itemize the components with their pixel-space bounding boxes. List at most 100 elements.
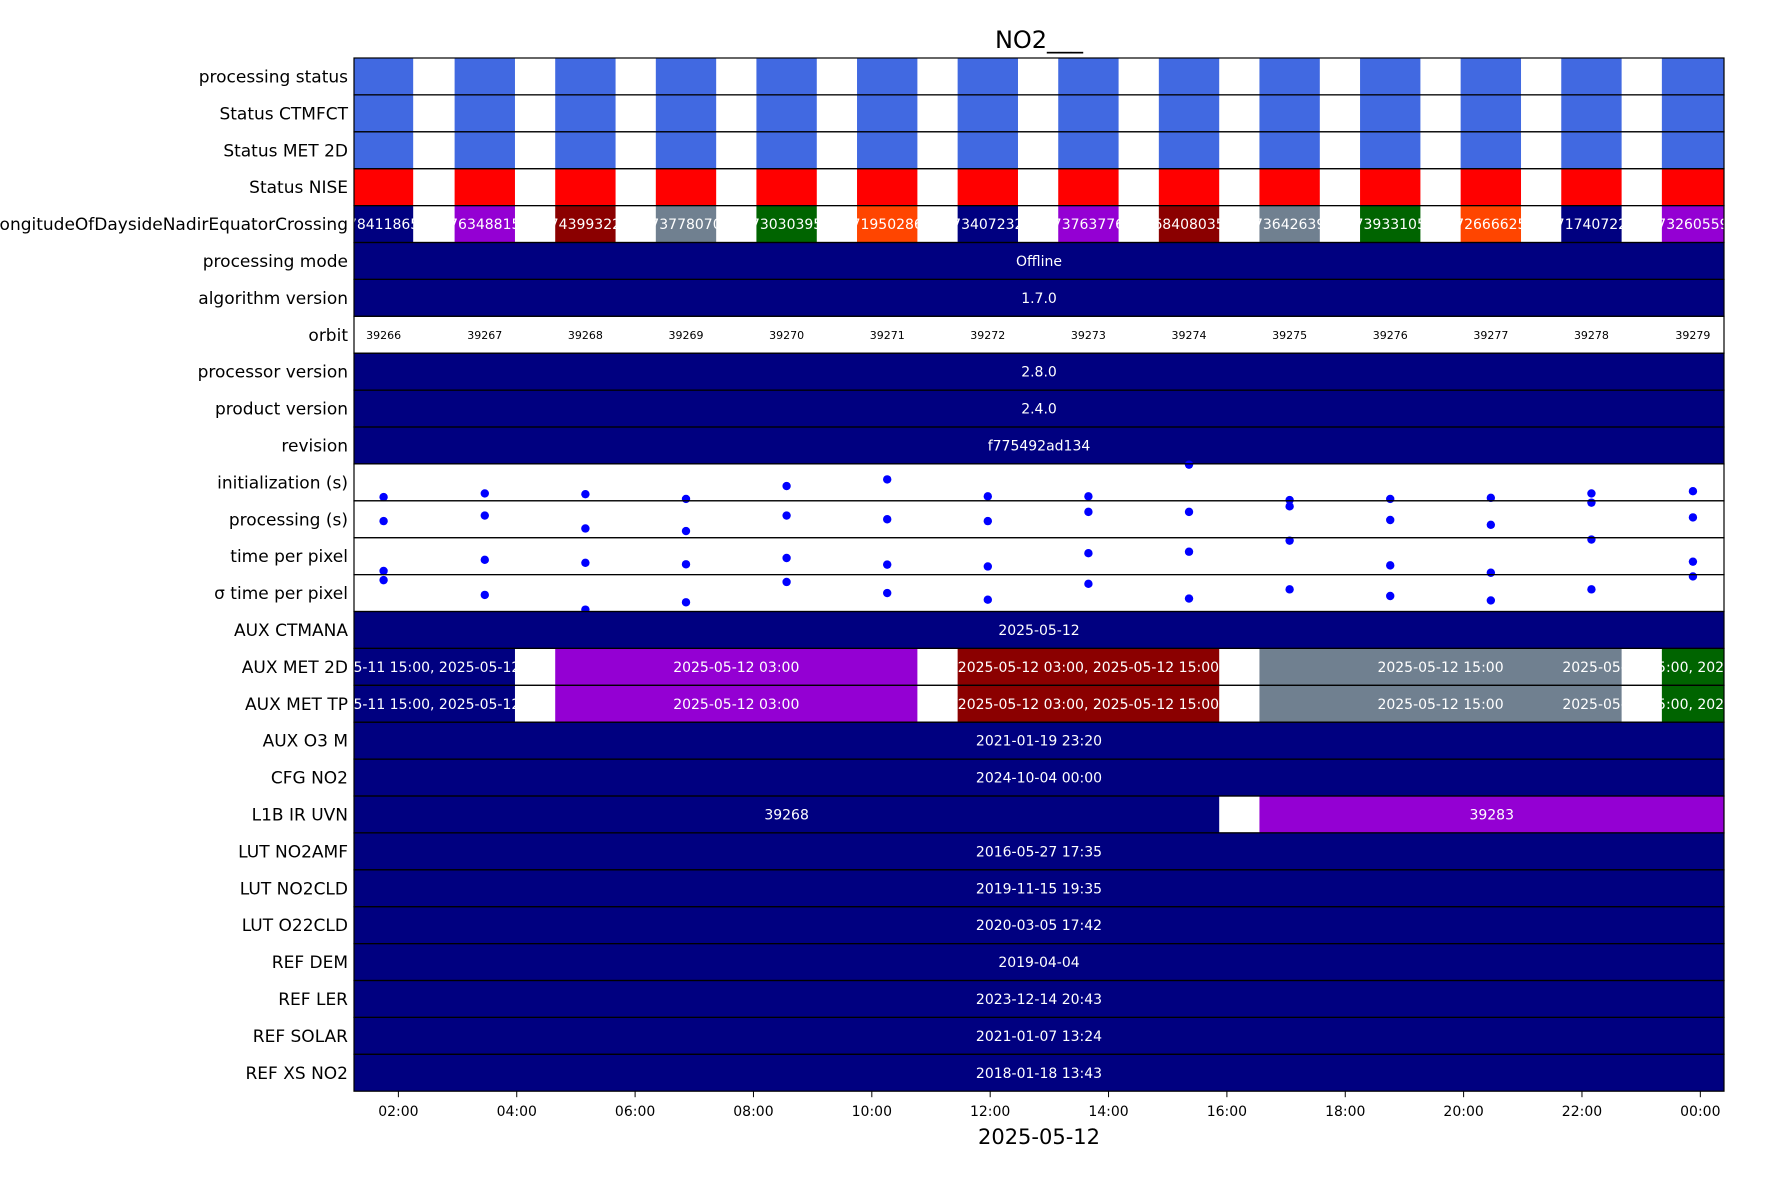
longitude-value: 73933105 [1355, 217, 1426, 233]
data-point [983, 562, 993, 571]
value-label: Offline [1016, 254, 1062, 270]
data-point [1688, 557, 1698, 566]
data-point [883, 560, 892, 569]
row-label: σ time per pixel [214, 584, 348, 604]
row-label: AUX MET 2D [242, 658, 348, 678]
segment-label: 2025-05-12 03:00, 2025-05-12 15:00 [958, 660, 1219, 676]
value-label: 2016-05-27 17:35 [976, 844, 1102, 860]
orbit-number: 39277 [1473, 329, 1508, 342]
longitude-bar [1360, 205, 1421, 243]
longitude-bar [756, 205, 817, 243]
segment-bar [1259, 685, 1622, 723]
row-label: product version [215, 400, 348, 420]
status-bar [1561, 168, 1622, 206]
longitude-bar [1259, 205, 1320, 243]
segment-label: 39268 [764, 807, 809, 823]
value-bar [354, 611, 1724, 649]
x-tick-label: 20:00 [1443, 1104, 1483, 1120]
status-bar [454, 168, 515, 206]
status-bar [756, 168, 817, 206]
x-tick-label: 14:00 [1088, 1104, 1128, 1120]
x-tick-label: 06:00 [615, 1104, 655, 1120]
row-labels: processing status Status CTMFCT Status MET… [0, 67, 349, 1083]
x-tick-label: 22:00 [1562, 1104, 1602, 1120]
x-axis: 02:00 04:00 06:00 08:00 10:00 12:00 14:00 16:00… [378, 1091, 1721, 1120]
row-label: revision [281, 436, 348, 456]
data-point [883, 515, 892, 524]
value-bar [354, 832, 1724, 870]
chart-title: NO2___ [995, 26, 1084, 54]
data-point [480, 489, 489, 498]
status-bar [857, 131, 918, 169]
data-point [883, 475, 892, 484]
status-bar [1158, 131, 1220, 169]
data-point [782, 511, 791, 520]
status-bar [1561, 131, 1622, 169]
longitude-bar [1561, 205, 1622, 243]
value-bar [354, 1054, 1724, 1092]
value-label: 2.4.0 [1021, 402, 1057, 418]
row-label: processing mode [203, 252, 348, 272]
data-point [379, 492, 388, 502]
status-bar [1460, 131, 1522, 169]
value-label: 2021-01-19 23:20 [976, 734, 1102, 750]
data-point [983, 516, 993, 526]
data-point [480, 555, 489, 565]
data-point [1084, 507, 1093, 517]
longitude-bar [857, 205, 918, 243]
longitude-bar [1158, 205, 1220, 243]
data-point [379, 575, 388, 585]
row-label: processing status [199, 67, 348, 87]
row-label: LUT NO2CLD [240, 879, 348, 899]
longitude-value: 73763776 [1053, 217, 1124, 233]
status-bar [1259, 94, 1320, 132]
value-label: 2025-05-12 [998, 623, 1079, 639]
row-label: REF XS NO2 [246, 1064, 349, 1084]
data-point [1486, 493, 1496, 503]
segment-bar [555, 648, 918, 686]
segment-bar [1259, 648, 1622, 686]
status-bar [1460, 168, 1522, 206]
longitude-bar [957, 205, 1018, 243]
data-point [883, 588, 892, 598]
data-point [1184, 507, 1194, 517]
status-bar [957, 131, 1018, 169]
data-point [480, 590, 489, 600]
status-bar [655, 131, 717, 169]
data-point [1084, 492, 1093, 501]
segment-label: 2025-05-12 03:00 [673, 660, 799, 676]
status-bar [1360, 168, 1421, 206]
value-bar [354, 943, 1724, 981]
row-label: processing (s) [229, 510, 348, 530]
longitude-bar [655, 205, 717, 243]
data-point [681, 494, 691, 504]
value-label: 2019-11-15 19:35 [976, 881, 1102, 897]
data-point [480, 511, 489, 520]
data-point [1184, 460, 1194, 469]
row-label: AUX MET TP [245, 695, 348, 715]
value-label: 2019-04-04 [998, 955, 1079, 971]
longitude-value: 73778070 [650, 217, 721, 233]
status-bar [1259, 131, 1320, 169]
data-point [1587, 535, 1596, 544]
value-label: 2.8.0 [1021, 365, 1057, 381]
row-label: processor version [198, 363, 348, 383]
segment-label: 2025-05-12 15:00, 2025-05-13 03:00 [1562, 697, 1771, 713]
value-label: 2023-12-14 20:43 [976, 992, 1102, 1008]
orbit-number: 39266 [366, 329, 401, 342]
status-bar [1360, 94, 1421, 132]
status-bar [555, 94, 616, 132]
longitude-value: 74399322 [550, 217, 621, 233]
status-bar [1561, 94, 1622, 132]
data-point [581, 489, 590, 499]
status-bar [957, 94, 1018, 132]
row-frame [353, 315, 1725, 354]
status-bar [1661, 58, 1724, 95]
longitude-bar [1661, 205, 1724, 243]
longitude-bar [1460, 205, 1522, 243]
row-label: LUT NO2AMF [238, 842, 348, 862]
orbit-number: 39279 [1675, 329, 1710, 342]
longitude-value: 73642639 [1254, 217, 1325, 233]
data-point [782, 577, 791, 587]
longitude-value: 76348815 [449, 217, 520, 233]
